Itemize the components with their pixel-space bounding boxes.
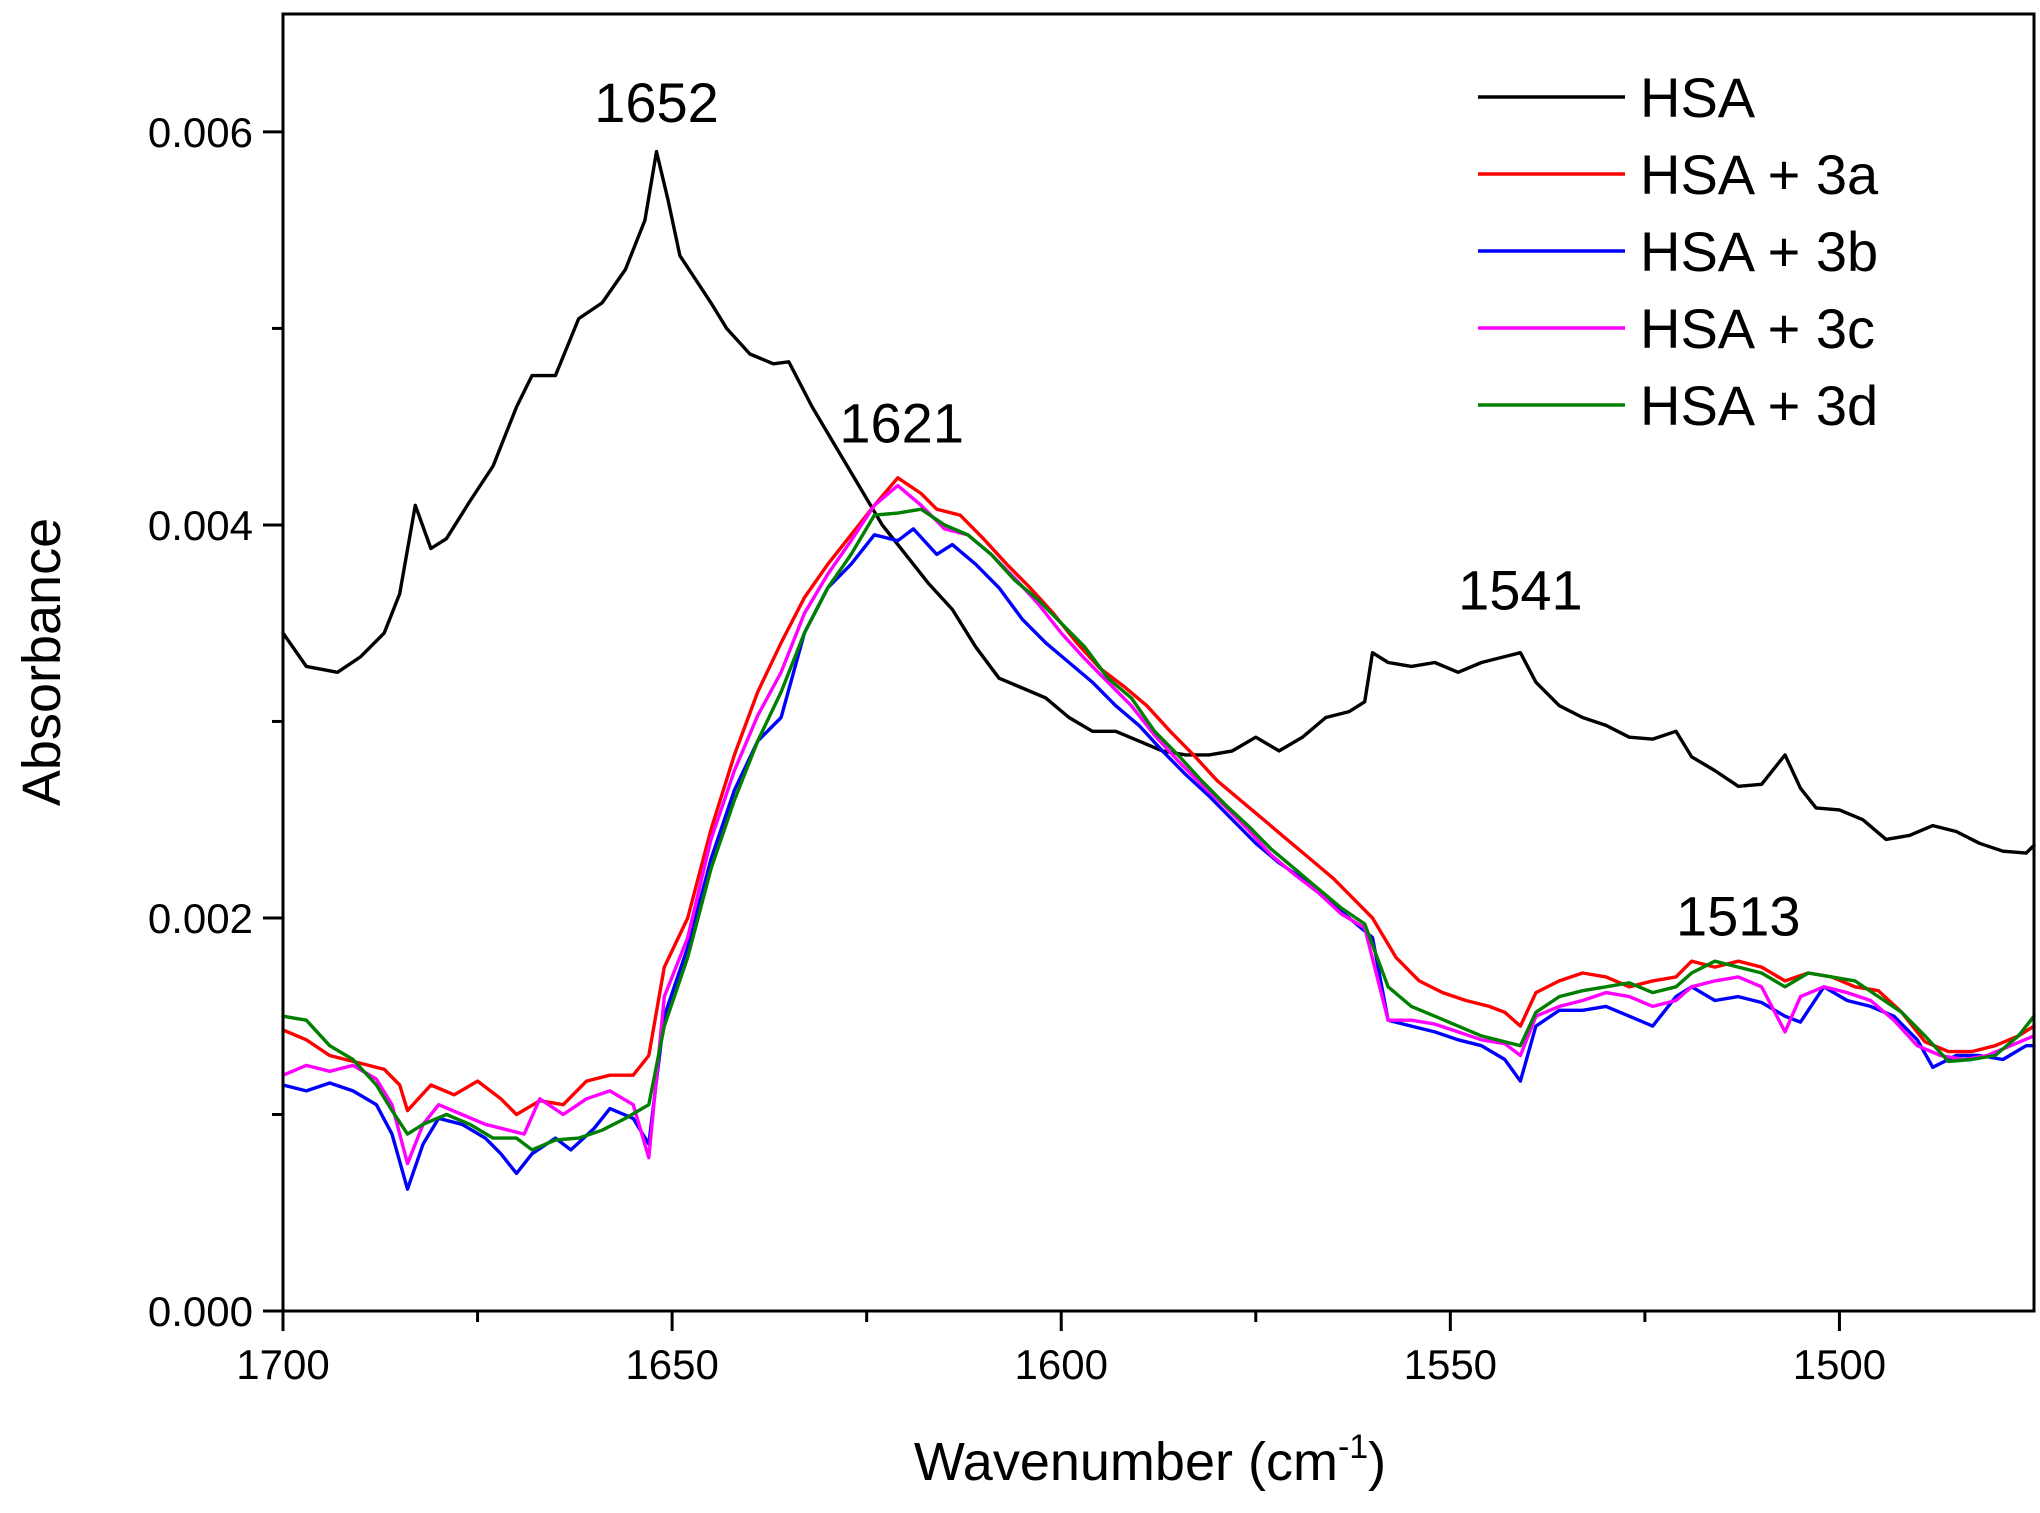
series-line-hsa-3d (281, 507, 2036, 1152)
x-axis-title-superscript: -1 (1338, 1428, 1368, 1466)
annotation-layer: 1652 1621 1541 1513 (594, 71, 1800, 948)
series-line-hsa-3b (281, 527, 2036, 1191)
y-tick-label: 0.000 (148, 1288, 253, 1335)
legend-label-hsa: HSA (1640, 66, 1756, 129)
y-axis-ticks: 0.000 0.002 0.004 0.006 (148, 109, 283, 1335)
y-tick-label: 0.006 (148, 109, 253, 156)
x-axis-title-main: Wavenumber (cm (914, 1432, 1338, 1492)
y-tick-label: 0.002 (148, 895, 253, 942)
plot-frame (281, 12, 2036, 1313)
peak-annotation-1513: 1513 (1676, 885, 1801, 948)
y-tick-label: 0.004 (148, 502, 253, 549)
peak-annotation-1541: 1541 (1458, 558, 1583, 621)
x-tick-label: 1600 (1015, 1341, 1108, 1388)
legend-label-hsa-3d: HSA + 3d (1640, 374, 1878, 437)
series-line-hsa-3a (281, 476, 2036, 1117)
x-tick-label: 1650 (625, 1341, 718, 1388)
series-line-hsa-3c (281, 483, 2036, 1166)
x-axis-ticks: 1700 1650 1600 1550 1500 (236, 1311, 1886, 1388)
legend-label-hsa-3c: HSA + 3c (1640, 297, 1875, 360)
x-tick-label: 1500 (1793, 1341, 1886, 1388)
x-axis-title: Wavenumber (cm-1) (914, 1428, 1386, 1492)
legend: HSA HSA + 3a HSA + 3b HSA + 3c HSA + 3d (1478, 66, 1879, 437)
peak-annotation-1621: 1621 (839, 391, 964, 454)
x-tick-label: 1700 (236, 1341, 329, 1388)
legend-label-hsa-3b: HSA + 3b (1640, 220, 1878, 283)
legend-label-hsa-3a: HSA + 3a (1640, 143, 1879, 206)
peak-annotation-1652: 1652 (594, 71, 719, 134)
x-axis-title-close: ) (1368, 1432, 1386, 1492)
y-axis-title: Absorbance (12, 518, 72, 806)
series-line-hsa (281, 149, 2036, 855)
x-tick-label: 1550 (1404, 1341, 1497, 1388)
series-layer (281, 149, 2036, 1191)
